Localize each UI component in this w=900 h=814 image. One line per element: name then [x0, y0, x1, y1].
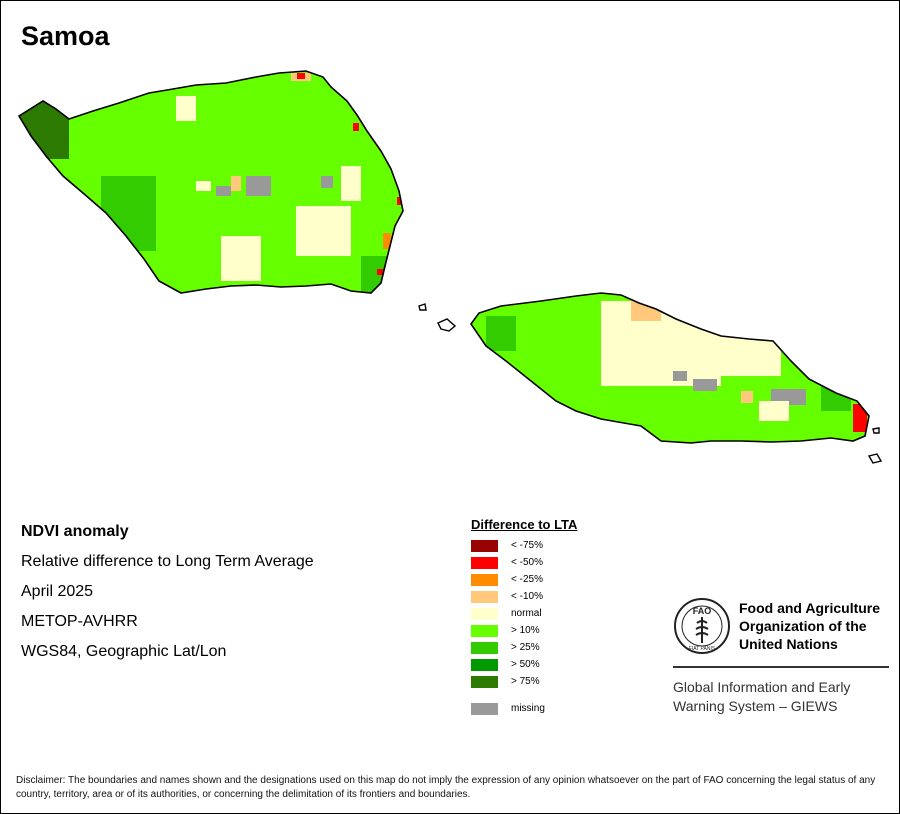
legend-swatch	[471, 573, 498, 586]
map-title: Samoa	[21, 21, 110, 51]
savaii-minus50-4	[377, 269, 385, 275]
upolu-normal-south	[759, 401, 789, 421]
savaii-missing-1	[246, 176, 271, 196]
savaii-coastline	[17, 70, 404, 294]
legend-swatch	[471, 590, 498, 603]
map-canvas	[17, 70, 883, 464]
savaii-island	[17, 70, 404, 294]
upolu-east-patch	[821, 386, 851, 411]
east-islet-2	[872, 427, 880, 434]
info-date: April 2025	[21, 583, 94, 600]
legend-item: > 75%	[471, 673, 651, 690]
upolu-missing-3	[673, 371, 687, 381]
manono-islet	[418, 303, 427, 311]
legend-label: < -25%	[511, 574, 543, 585]
info-projection: WGS84, Geographic Lat/Lon	[21, 643, 227, 660]
legend-swatch	[471, 641, 498, 654]
legend-label: > 50%	[511, 659, 540, 670]
savaii-minus50-3	[397, 197, 403, 205]
info-title: NDVI anomaly	[21, 523, 129, 540]
legend-label: > 10%	[511, 625, 540, 636]
info-sensor: METOP-AVHRR	[21, 613, 138, 630]
fao-logo-ring	[674, 598, 730, 654]
legend-item-missing: missing	[471, 700, 651, 717]
legend-item: < -10%	[471, 588, 651, 605]
legend-label: < -10%	[511, 591, 543, 602]
legend-item: < -25%	[471, 571, 651, 588]
savaii-normal-5	[196, 181, 211, 191]
fao-logo-motto: FIAT PANIS	[689, 646, 716, 652]
legend-swatch	[471, 539, 498, 552]
legend-swatch	[471, 607, 498, 620]
legend-label: > 25%	[511, 642, 540, 653]
legend-label: missing	[511, 703, 545, 714]
legend-swatch	[471, 702, 498, 715]
fao-logo-inner-ring	[681, 605, 723, 647]
upolu-minus10-1	[741, 391, 753, 403]
savaii-missing-3	[321, 176, 333, 188]
upolu-west-patch	[486, 316, 516, 351]
legend-label: < -75%	[511, 540, 543, 551]
apolima-islet	[437, 318, 457, 332]
legend-gap	[471, 690, 651, 700]
legend-label: > 75%	[511, 676, 540, 687]
legend-swatch	[471, 556, 498, 569]
legend-swatch	[471, 658, 498, 671]
legend-swatch	[471, 624, 498, 637]
savaii-minus10-1	[231, 176, 241, 191]
savaii-normal-1	[296, 206, 351, 256]
upolu-missing-1	[693, 379, 717, 391]
legend: Difference to LTA < -75% < -50% < -25% <…	[471, 517, 651, 717]
legend-item: < -50%	[471, 554, 651, 571]
savaii-minus50-1	[297, 73, 305, 79]
fao-divider	[673, 666, 889, 668]
legend-item: > 50%	[471, 656, 651, 673]
upolu-minus10-north	[631, 293, 661, 321]
upolu-normal-east	[721, 336, 781, 376]
savaii-minus25-1	[383, 233, 391, 249]
fao-logo-text: FAO	[693, 606, 712, 616]
savaii-normal-3	[176, 96, 196, 121]
wheat-icon	[695, 617, 709, 643]
savaii-missing-2	[216, 186, 231, 196]
info-subtitle: Relative difference to Long Term Average	[21, 553, 314, 570]
disclaimer: Disclaimer: The boundaries and names sho…	[16, 775, 876, 800]
legend-item: normal	[471, 605, 651, 622]
savaii-normal-2	[221, 236, 261, 281]
small-islets	[418, 303, 883, 464]
fao-organization-name: Food and Agriculture Organization of the…	[739, 600, 881, 652]
upolu-island	[470, 292, 870, 444]
savaii-normal-4	[341, 166, 361, 201]
upolu-coastline	[470, 292, 870, 444]
fao-logo: FAO FIAT PANIS	[674, 598, 730, 654]
legend-title: Difference to LTA	[471, 517, 578, 532]
legend-swatch	[471, 675, 498, 688]
legend-item: > 10%	[471, 622, 651, 639]
legend-label: normal	[511, 608, 542, 619]
legend-item: < -75%	[471, 537, 651, 554]
upolu-minus50-east	[853, 404, 867, 432]
giews-name: Global Information and Early Warning Sys…	[673, 679, 851, 714]
legend-label: < -50%	[511, 557, 543, 568]
east-islet-1	[867, 453, 883, 464]
savaii-minus50-2	[353, 123, 359, 131]
legend-item: > 25%	[471, 639, 651, 656]
